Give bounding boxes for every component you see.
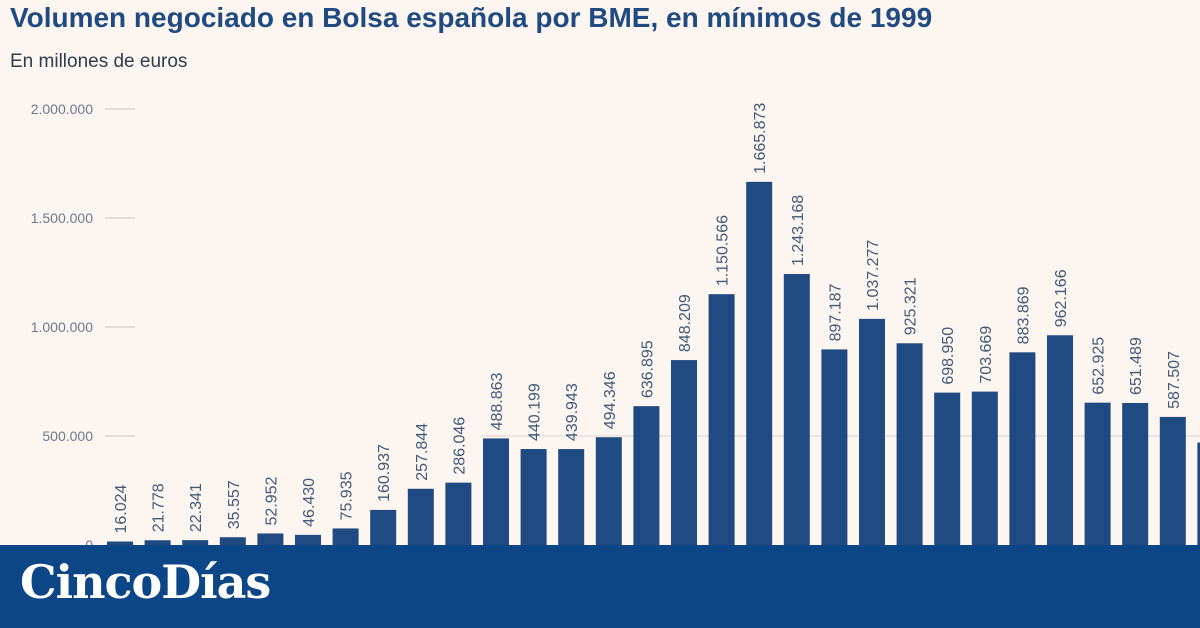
bar: [859, 318, 885, 545]
bar: [595, 437, 622, 545]
bar-value-label: 1.037.277: [865, 240, 882, 311]
bar: [107, 541, 133, 545]
bar: [370, 509, 397, 545]
bar: [182, 540, 209, 545]
value-labels: 16.024 21.778 22.341 35.557 52.952 46.430 75.9…: [113, 103, 1183, 534]
bar: [934, 392, 961, 545]
bar-value-label: 35.557: [226, 480, 243, 529]
bar: [219, 537, 246, 545]
bar-value-label: 494.346: [602, 371, 619, 429]
bar: [1009, 352, 1036, 545]
bar-value-label: 651.489: [1128, 337, 1145, 395]
bar: [1197, 442, 1200, 545]
bar-value-label: 1.150.566: [715, 215, 732, 286]
bar-value-label: 22.341: [188, 483, 205, 532]
bar-value-label: 286.046: [451, 417, 468, 475]
bar: [257, 533, 284, 545]
bar-value-label: 488.863: [489, 372, 506, 430]
bar-value-label: 440.199: [527, 383, 544, 441]
bar: [407, 488, 434, 545]
chart-title: Volumen negociado en Bolsa española por …: [10, 2, 933, 33]
brand-footer: CincoDías: [0, 545, 1200, 628]
bar: [1159, 416, 1186, 545]
bar: [746, 181, 773, 545]
bar-value-label: 46.430: [301, 478, 318, 527]
bar-value-label: 848.209: [677, 294, 694, 352]
cincodias-logo: CincoDías: [20, 555, 271, 609]
bar: [971, 391, 998, 545]
bar: [144, 540, 171, 545]
bars: [107, 181, 1200, 545]
bar: [708, 294, 735, 545]
y-tick-label: 1.000.000: [31, 319, 93, 335]
y-tick-label: 2.000.000: [31, 101, 93, 117]
bar: [1084, 402, 1111, 545]
bar: [295, 534, 321, 545]
bar: [671, 360, 697, 545]
bar: [558, 449, 585, 545]
bar-value-label: 703.669: [978, 326, 995, 384]
bar-value-label: 21.778: [151, 483, 168, 532]
bar-value-label: 75.935: [339, 471, 356, 520]
bar-value-label: 257.844: [414, 423, 431, 481]
chart-subtitle: En millones de euros: [10, 51, 188, 72]
bar-value-label: 160.937: [376, 444, 393, 502]
bar-value-label: 925.321: [903, 277, 920, 335]
bar: [520, 449, 547, 545]
bar-value-label: 962.166: [1053, 269, 1070, 327]
bar-value-label: 16.024: [113, 484, 130, 533]
bar: [483, 438, 509, 545]
bar-value-label: 1.243.168: [790, 195, 807, 266]
bar: [1047, 335, 1073, 545]
bar-value-label: 636.895: [639, 340, 656, 398]
bar-value-label: 1.665.873: [752, 103, 769, 174]
bar-value-label: 897.187: [827, 283, 844, 341]
bar-value-label: 439.943: [564, 383, 581, 441]
bar: [783, 273, 810, 545]
bar: [445, 482, 472, 545]
y-tick-label: 500.000: [42, 428, 93, 444]
bar: [896, 343, 923, 545]
bar-value-label: 652.925: [1091, 337, 1108, 395]
y-tick-label: 1.500.000: [31, 210, 93, 226]
bar: [633, 406, 660, 545]
bar-value-label: 52.952: [263, 476, 280, 525]
bar: [821, 349, 848, 545]
bar-value-label: 698.950: [940, 327, 957, 385]
bar: [1122, 402, 1149, 545]
bar-value-label: 883.869: [1015, 286, 1032, 344]
bar: [332, 528, 359, 545]
bar-value-label: 587.507: [1166, 351, 1183, 409]
